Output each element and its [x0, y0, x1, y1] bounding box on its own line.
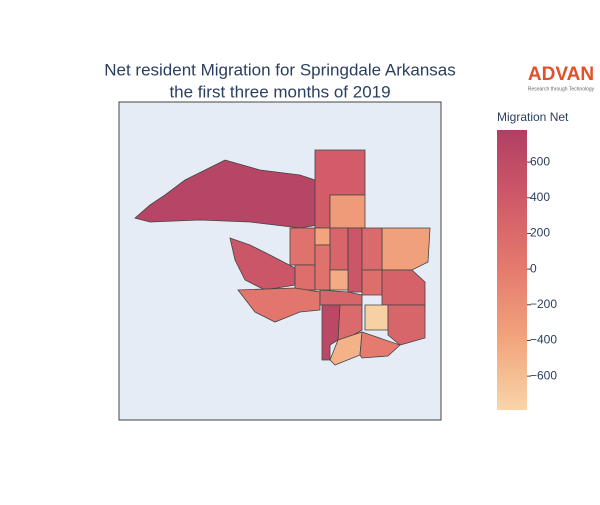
- region: [314, 244, 331, 291]
- colorbar-tick-label: −200: [530, 297, 557, 311]
- region: [134, 159, 319, 229]
- colorbar-tick-label: 600: [530, 154, 550, 168]
- region: [314, 227, 331, 246]
- colorbar-tick-label: 0: [530, 261, 537, 275]
- colorbar-tick-label: −600: [530, 368, 557, 382]
- region: [364, 304, 389, 331]
- region: [319, 289, 363, 306]
- region: [361, 227, 383, 271]
- chart-title: Net resident Migration for Springdale Ar…: [104, 60, 456, 79]
- chart-subtitle: the first three months of 2019: [169, 82, 390, 101]
- region: [359, 331, 401, 359]
- region: [329, 331, 363, 366]
- region: [329, 194, 366, 229]
- colorbar-tick-label: 200: [530, 226, 550, 240]
- region: [289, 227, 316, 266]
- region: [347, 227, 363, 293]
- region: [329, 227, 349, 271]
- colorbar-tick-label: 400: [530, 190, 550, 204]
- region: [387, 304, 426, 346]
- region: [381, 227, 431, 271]
- logo: ADVAN: [528, 64, 594, 85]
- region: [329, 269, 349, 291]
- colorbar: [497, 130, 527, 410]
- colorbar-tick-label: −400: [530, 333, 557, 347]
- colorbar-title: Migration Net: [497, 110, 569, 124]
- region: [294, 264, 316, 291]
- region: [237, 287, 321, 323]
- logo-tagline: Research through Technology: [528, 86, 595, 92]
- region: [361, 269, 383, 296]
